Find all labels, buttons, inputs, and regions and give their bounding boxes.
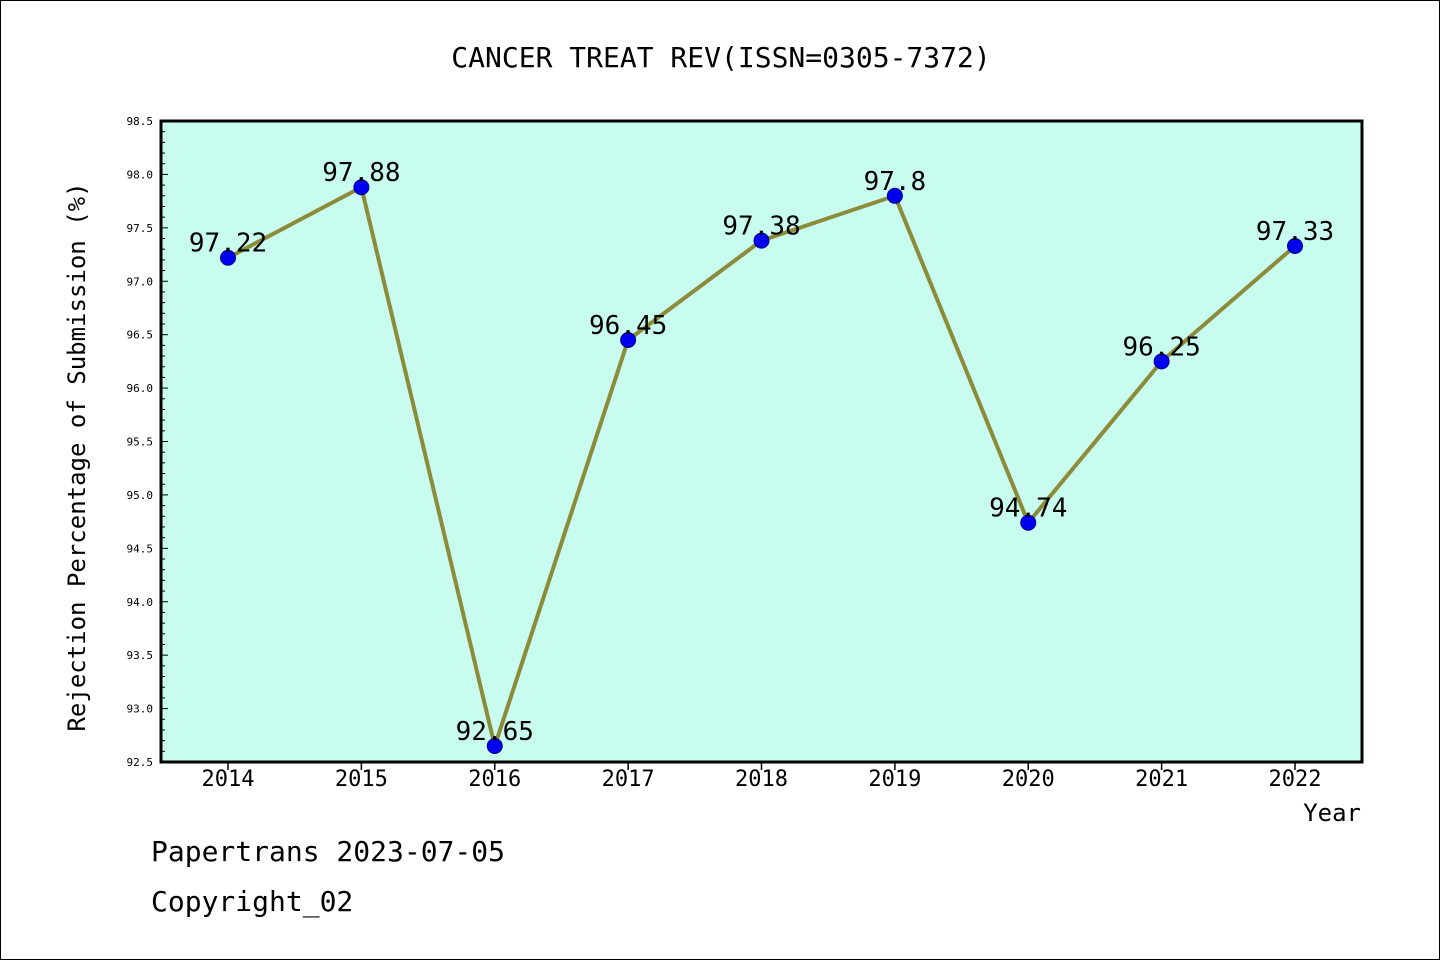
- data-point: [1020, 514, 1037, 531]
- data-label: 96.25: [1122, 332, 1200, 362]
- y-tick-label: 97.0: [127, 275, 154, 288]
- x-tick-label: 2017: [602, 767, 655, 792]
- y-tick-label: 94.0: [127, 596, 154, 609]
- data-label: 97.38: [722, 212, 800, 242]
- x-tick-label: 2018: [735, 767, 788, 792]
- data-label: 92.65: [456, 717, 534, 747]
- data-point: [886, 187, 903, 204]
- y-tick-label: 96.5: [127, 329, 154, 342]
- data-label: 97.8: [864, 167, 927, 197]
- y-tick-label: 93.5: [127, 649, 154, 662]
- footer-date: Papertrans 2023-07-05: [151, 835, 506, 868]
- data-label: 94.74: [989, 494, 1067, 524]
- data-point: [220, 249, 236, 266]
- data-labels: 97.22 97.88 92.65 96.45 97.38 97.8 94.74 96.25 9…: [189, 158, 1334, 747]
- x-tick-label: 2015: [335, 767, 388, 792]
- x-axis-label: Year: [1303, 799, 1361, 827]
- x-tick-label: 2016: [468, 767, 521, 792]
- y-axis-label: Rejection Percentage of Submission (%): [63, 182, 91, 731]
- x-axis: 2014 2015 2016 2017 2018 2019 2020 2021 2022: [202, 762, 1322, 792]
- x-tick-label: 2022: [1269, 767, 1322, 792]
- data-label: 96.45: [589, 311, 667, 341]
- data-point: [353, 179, 370, 196]
- data-point: [486, 737, 503, 754]
- data-point: [753, 232, 770, 249]
- x-tick-label: 2014: [202, 767, 255, 792]
- y-tick-label: 96.0: [127, 382, 154, 395]
- data-points: [220, 179, 1303, 754]
- x-tick-label: 2020: [1002, 767, 1055, 792]
- y-tick-label: 97.5: [127, 222, 154, 235]
- x-tick-label: 2021: [1135, 767, 1188, 792]
- data-point: [1287, 237, 1303, 254]
- x-tick-label: 2019: [868, 767, 921, 792]
- y-tick-label: 95.5: [127, 436, 154, 449]
- plot-area: [161, 121, 1362, 762]
- y-tick-label: 94.5: [127, 542, 154, 555]
- footer-copyright: Copyright_02: [151, 885, 354, 918]
- data-label: 97.88: [322, 158, 400, 188]
- data-label: 97.33: [1256, 217, 1334, 247]
- data-point: [1153, 353, 1170, 370]
- y-tick-label: 95.0: [127, 489, 154, 502]
- data-label: 97.22: [189, 229, 267, 259]
- y-tick-label: 92.5: [127, 756, 154, 769]
- y-axis: 92.5 93.0 93.5 94.0 94.5 95.0 95.5 96.0 96.5 97.0…: [127, 115, 168, 769]
- y-tick-label: 98.0: [127, 168, 154, 181]
- plot-border: [159, 119, 1364, 764]
- y-tick-label: 98.5: [127, 115, 154, 128]
- chart-title: CANCER TREAT REV(ISSN=0305-7372): [451, 41, 990, 74]
- y-tick-label: 93.0: [127, 703, 154, 716]
- data-point: [620, 332, 637, 349]
